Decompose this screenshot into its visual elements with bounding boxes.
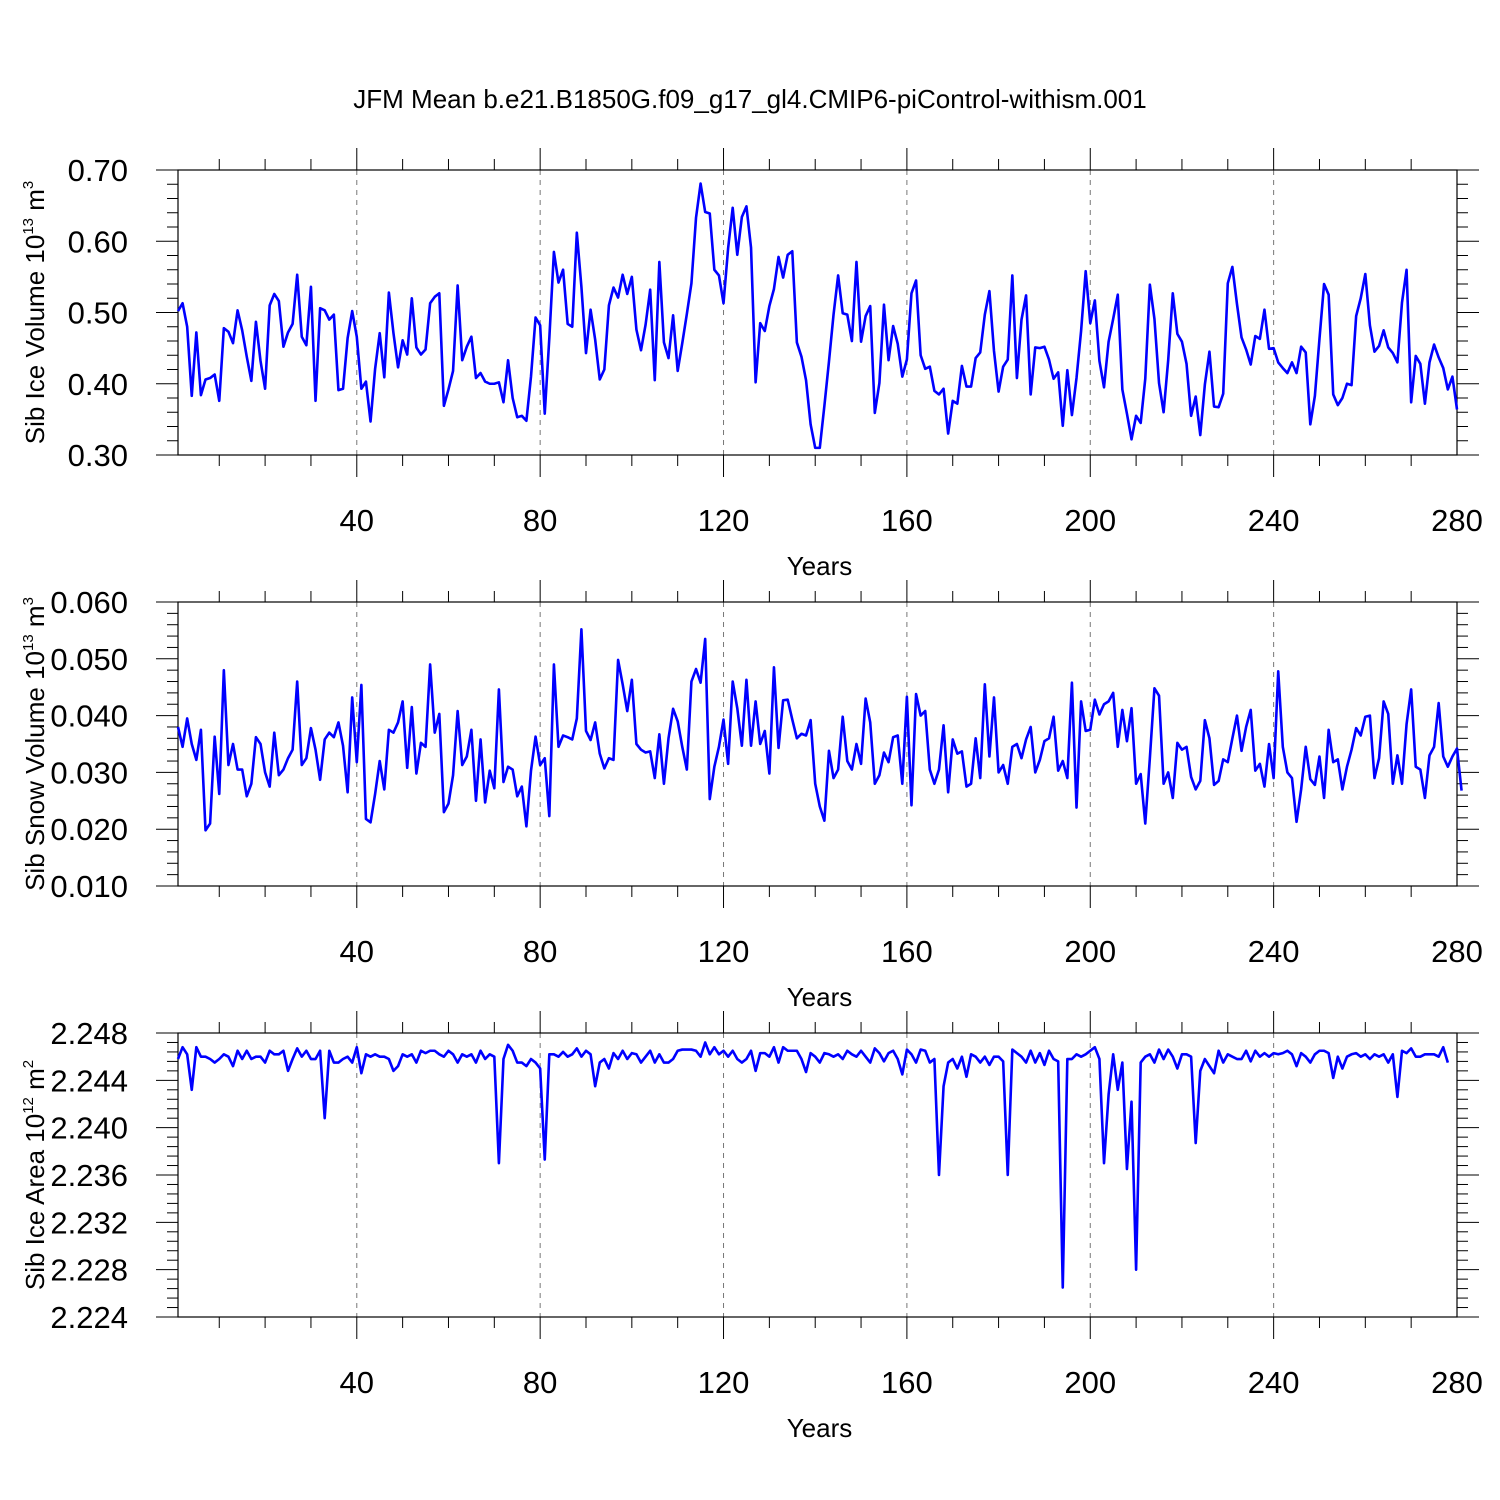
x-tick-label: 160 [881, 934, 933, 969]
y-tick-label: 0.050 [50, 642, 128, 677]
y-tick-label: 0.60 [68, 224, 128, 259]
x-tick-label: 40 [340, 503, 374, 538]
y-tick-label: 0.010 [50, 869, 128, 904]
x-tick-label: 120 [698, 934, 750, 969]
y-tick-label: 0.060 [50, 585, 128, 620]
x-axis-label: Years [787, 1413, 853, 1443]
figure-title: JFM Mean b.e21.B1850G.f09_g17_gl4.CMIP6-… [353, 84, 1146, 114]
y-tick-label: 2.232 [50, 1205, 128, 1240]
series-line [176, 627, 1463, 832]
x-tick-label: 160 [881, 503, 933, 538]
x-tick-label: 200 [1064, 503, 1116, 538]
x-tick-label: 120 [698, 503, 750, 538]
x-tick-label: 200 [1064, 1365, 1116, 1400]
y-tick-label: 0.040 [50, 699, 128, 734]
y-tick-label: 0.030 [50, 755, 128, 790]
x-axis-label: Years [787, 982, 853, 1012]
x-tick-label: 280 [1431, 1365, 1483, 1400]
panels-group: 40 80 120 160 200 240 280 0.30 0.40 0.50 0.60 0.70 Y… [20, 148, 1483, 1443]
x-tick-label: 40 [340, 934, 374, 969]
x-tick-label: 80 [523, 1365, 557, 1400]
x-axis-label: Years [787, 551, 853, 581]
x-tick-label: 240 [1248, 503, 1300, 538]
x-tick-label: 240 [1248, 934, 1300, 969]
y-tick-label: 2.248 [50, 1016, 128, 1051]
x-tick-label: 80 [523, 934, 557, 969]
x-tick-label: 80 [523, 503, 557, 538]
series-line [176, 182, 1459, 450]
y-axis-label: Sib Ice Volume 1013 m3 [20, 181, 50, 445]
y-tick-label: 0.50 [68, 296, 128, 331]
y-axis-label: Sib Ice Area 1012 m2 [20, 1060, 50, 1290]
x-tick-label: 200 [1064, 934, 1116, 969]
plot-frame [177, 601, 1458, 887]
y-tick-label: 2.244 [50, 1063, 128, 1098]
y-tick-label: 0.40 [68, 367, 128, 402]
y-tick-label: 2.240 [50, 1111, 128, 1146]
plot-frame [177, 1032, 1458, 1318]
x-tick-label: 120 [698, 1365, 750, 1400]
y-tick-label: 2.236 [50, 1158, 128, 1193]
y-tick-label: 2.228 [50, 1253, 128, 1288]
y-tick-label: 0.70 [68, 153, 128, 188]
y-tick-label: 0.020 [50, 812, 128, 847]
y-axis-label: Sib Snow Volume 1013 m3 [20, 597, 50, 891]
x-tick-label: 40 [340, 1365, 374, 1400]
x-tick-label: 240 [1248, 1365, 1300, 1400]
x-tick-label: 280 [1431, 934, 1483, 969]
panel-3: 40 80 120 160 200 240 280 2.224 2.228 2.232 2.236 2… [20, 1011, 1483, 1443]
series-line [176, 1041, 1450, 1289]
y-tick-label: 2.224 [50, 1300, 128, 1335]
y-tick-label: 0.30 [68, 438, 128, 473]
panel-1: 40 80 120 160 200 240 280 0.30 0.40 0.50 0.60 0.70 Y… [20, 148, 1483, 581]
x-tick-label: 280 [1431, 503, 1483, 538]
panel-2: 40 80 120 160 200 240 280 0.010 0.020 0.030 0.040 0… [20, 580, 1483, 1012]
x-tick-label: 160 [881, 1365, 933, 1400]
